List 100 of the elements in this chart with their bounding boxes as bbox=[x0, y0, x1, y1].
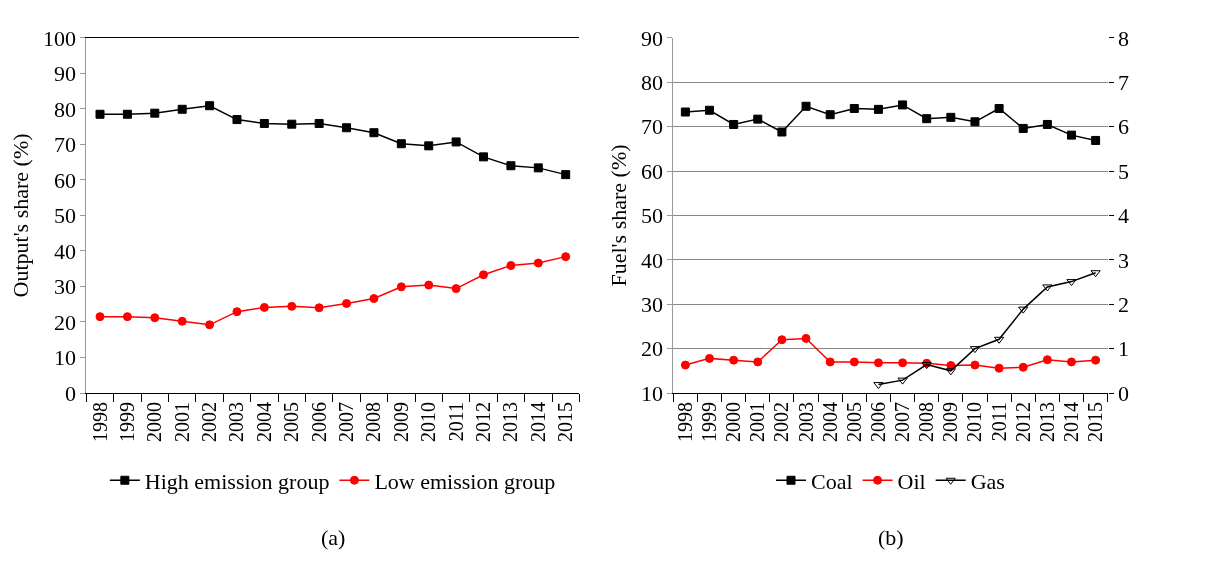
x-tick-label: 2015 bbox=[554, 402, 577, 442]
point bbox=[1066, 279, 1077, 287]
y-tick-label: 70 bbox=[53, 132, 76, 158]
y-tick-label: 30 bbox=[640, 291, 663, 317]
y-tick-label: 40 bbox=[640, 247, 663, 273]
x-tick-label: 2003 bbox=[225, 402, 248, 442]
x-tick-label: 2000 bbox=[143, 402, 166, 442]
y-axis-title: Output's share (%) bbox=[7, 133, 33, 298]
point bbox=[287, 301, 297, 311]
text: (a) bbox=[321, 525, 346, 550]
point bbox=[680, 360, 690, 370]
x-tick-label: 2005 bbox=[842, 402, 865, 442]
x-tick-label: 2006 bbox=[866, 402, 889, 442]
x-tick-label: 2011 bbox=[444, 402, 467, 442]
y-tick-label: 10 bbox=[53, 345, 76, 371]
point bbox=[424, 280, 434, 290]
point bbox=[342, 123, 352, 133]
y-tick-label: 0 bbox=[64, 380, 76, 406]
point bbox=[479, 270, 489, 280]
x-tick-label: 2004 bbox=[252, 402, 275, 442]
point bbox=[994, 363, 1004, 373]
y-tick-label: 90 bbox=[640, 25, 663, 51]
point bbox=[970, 360, 980, 370]
point bbox=[897, 377, 908, 385]
point bbox=[1018, 123, 1028, 133]
point bbox=[922, 114, 932, 124]
point bbox=[849, 357, 859, 367]
point bbox=[561, 252, 571, 262]
point bbox=[232, 115, 242, 125]
point bbox=[873, 382, 884, 390]
point bbox=[205, 320, 215, 330]
y-tick-label: 80 bbox=[640, 69, 663, 95]
point bbox=[777, 127, 787, 137]
y2-tick-label: 2 bbox=[1118, 291, 1130, 317]
point bbox=[150, 313, 160, 323]
point bbox=[1066, 130, 1076, 140]
x-tick-label: 2004 bbox=[818, 402, 841, 442]
point bbox=[259, 118, 269, 128]
x-tick-label: 2008 bbox=[362, 402, 385, 442]
x-tick-label: 2010 bbox=[417, 402, 440, 442]
y2-tick-label: 8 bbox=[1118, 25, 1130, 51]
x-tick-label: 1999 bbox=[115, 402, 138, 442]
point bbox=[1090, 270, 1101, 278]
point bbox=[873, 358, 883, 368]
point bbox=[1042, 284, 1053, 292]
point bbox=[533, 258, 543, 268]
point bbox=[849, 103, 859, 113]
point bbox=[342, 299, 352, 309]
legend-label: Low emission group bbox=[374, 468, 556, 494]
x-tick-label: 2013 bbox=[499, 402, 522, 442]
y2-tick-label: 3 bbox=[1118, 247, 1130, 273]
point bbox=[898, 100, 908, 110]
x-tick-label: 2002 bbox=[198, 402, 221, 442]
point bbox=[1018, 362, 1028, 372]
x-tick-label: 2009 bbox=[939, 402, 962, 442]
y-tick-label: 60 bbox=[640, 158, 663, 184]
point bbox=[479, 152, 489, 162]
x-tick-label: 2015 bbox=[1084, 402, 1107, 442]
y2-tick-label: 1 bbox=[1118, 336, 1130, 362]
point bbox=[369, 294, 379, 304]
point bbox=[314, 118, 324, 128]
point bbox=[825, 357, 835, 367]
point bbox=[705, 105, 715, 115]
point bbox=[777, 335, 787, 345]
y-tick-label: 80 bbox=[53, 96, 76, 122]
y-axis-title: Fuel's share (%) bbox=[605, 144, 631, 287]
point bbox=[898, 358, 908, 368]
y-tick-label: 30 bbox=[53, 274, 76, 300]
y2-tick-label: 4 bbox=[1118, 203, 1130, 229]
point bbox=[232, 307, 242, 317]
x-tick-label: 2005 bbox=[280, 402, 303, 442]
legend-label: High emission group bbox=[144, 468, 330, 494]
y-tick-label: 20 bbox=[640, 336, 663, 362]
point bbox=[873, 104, 883, 114]
point bbox=[1091, 355, 1101, 365]
point bbox=[1018, 306, 1029, 314]
legend-label: Coal bbox=[811, 468, 853, 494]
point bbox=[259, 302, 269, 312]
point bbox=[561, 170, 571, 180]
point bbox=[1042, 355, 1052, 365]
x-tick-label: 2007 bbox=[335, 402, 358, 442]
point bbox=[946, 112, 956, 122]
x-tick-label: 2006 bbox=[307, 402, 330, 442]
point bbox=[729, 119, 739, 129]
point bbox=[150, 108, 160, 118]
point bbox=[95, 109, 105, 119]
point bbox=[396, 282, 406, 292]
y-tick-label: 90 bbox=[53, 61, 76, 87]
point bbox=[95, 312, 105, 322]
point bbox=[451, 137, 461, 147]
y-tick-label: 100 bbox=[42, 25, 76, 51]
point bbox=[921, 362, 932, 370]
point bbox=[177, 104, 187, 114]
y2-tick-label: 0 bbox=[1118, 380, 1130, 406]
x-tick-label: 2003 bbox=[794, 402, 817, 442]
x-tick-label: 2001 bbox=[746, 402, 769, 442]
x-tick-label: 2012 bbox=[1011, 402, 1034, 442]
x-tick-label: 2011 bbox=[987, 402, 1010, 442]
point bbox=[825, 110, 835, 120]
y-tick-label: 10 bbox=[640, 380, 663, 406]
